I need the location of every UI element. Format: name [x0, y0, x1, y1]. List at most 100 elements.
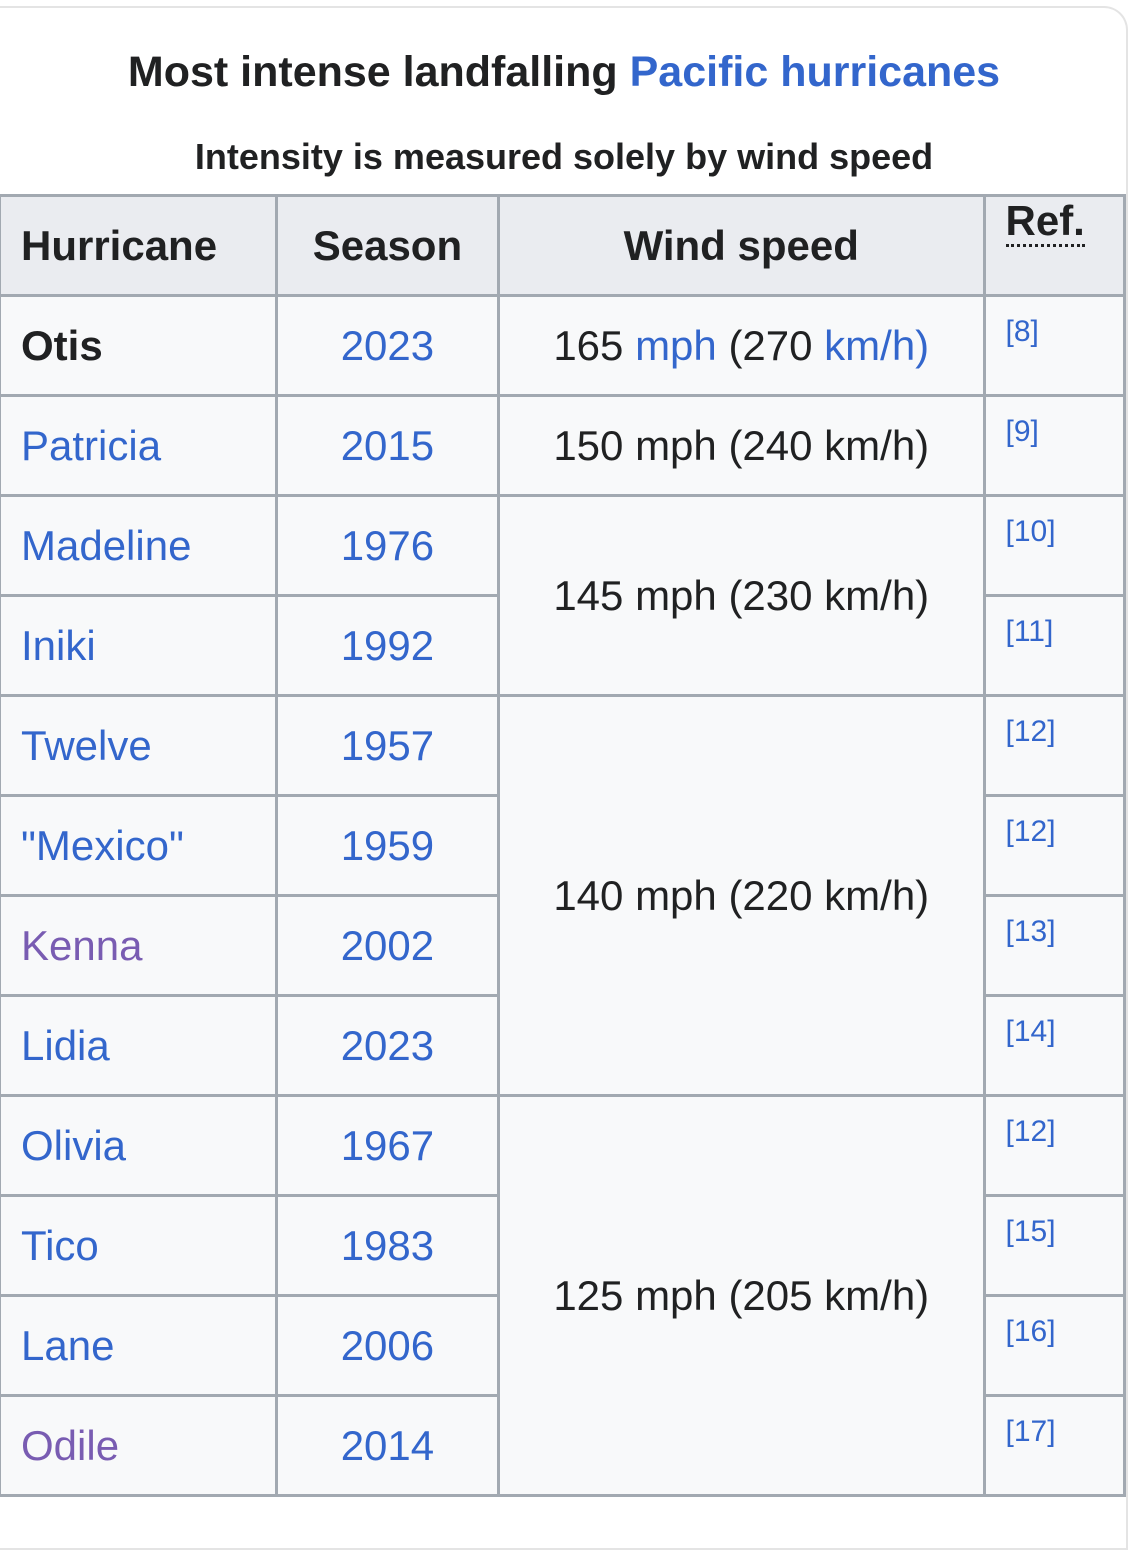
wind-part: km/h): [824, 421, 930, 469]
wind-cell: 125 mph (205 km/h): [496, 1094, 986, 1497]
ref-cell: [10]: [982, 494, 1126, 597]
table-row: "Mexico" 1959 [12]: [0, 794, 1126, 897]
wind-part: km/h): [824, 571, 930, 619]
season[interactable]: 1967: [340, 1121, 435, 1169]
season[interactable]: 2023: [340, 1021, 435, 1069]
wind-part: 145: [553, 571, 624, 619]
table-row: Madeline 1976 145 mph (230 km/h) [10]: [0, 494, 1126, 697]
header-text: Wind speed: [623, 221, 859, 269]
hurricane-name[interactable]: Olivia: [21, 1121, 127, 1169]
hurricane-name[interactable]: Madeline: [21, 521, 192, 569]
column-header: Hurricane: [0, 194, 278, 297]
wind-cell: 165 mph (270 km/h): [496, 294, 986, 397]
season[interactable]: 2002: [340, 921, 435, 969]
season[interactable]: 1957: [340, 721, 435, 769]
table-row: Kenna 2002 [13]: [0, 894, 1126, 997]
header-row: Hurricane Season Wind speed Ref.: [0, 194, 1126, 297]
table-row: Iniki 1992 [11]: [0, 594, 1126, 697]
season-cell: 1976: [274, 494, 500, 597]
wind-part: 165: [553, 321, 624, 369]
header-text: Season: [312, 221, 463, 269]
header-text[interactable]: Ref.: [1005, 197, 1085, 247]
season-cell: 1967: [274, 1094, 500, 1197]
ref-cell: [13]: [982, 894, 1126, 997]
hurricane-name[interactable]: Patricia: [21, 421, 162, 469]
wind-part: 125: [553, 1271, 624, 1319]
ref-cell: [17]: [982, 1394, 1126, 1497]
reference[interactable]: [11]: [1005, 615, 1054, 648]
wind-cell: 140 mph (220 km/h): [496, 694, 986, 1097]
season-cell: 2015: [274, 394, 500, 497]
column-header: Wind speed: [496, 194, 986, 297]
hurricane-name[interactable]: Tico: [21, 1221, 99, 1269]
wind-part: 150: [553, 421, 624, 469]
ref-cell: [15]: [982, 1194, 1126, 1297]
season-cell: 1992: [274, 594, 500, 697]
wind-part: mph: [635, 571, 717, 619]
name-cell: Lane: [0, 1294, 278, 1397]
season[interactable]: 2006: [340, 1321, 435, 1369]
name-cell: Madeline: [0, 494, 278, 597]
season[interactable]: 1983: [340, 1221, 435, 1269]
season-cell: 2023: [274, 294, 500, 397]
season[interactable]: 1976: [340, 521, 435, 569]
wind-part[interactable]: mph: [635, 321, 717, 369]
season[interactable]: 2023: [340, 321, 435, 369]
name-cell: "Mexico": [0, 794, 278, 897]
name-cell: Kenna: [0, 894, 278, 997]
ref-cell: [16]: [982, 1294, 1126, 1397]
hurricane-name[interactable]: Twelve: [21, 721, 152, 769]
wind-part[interactable]: km/h): [824, 321, 930, 369]
season-cell: 2006: [274, 1294, 500, 1397]
wind-part: (230: [728, 571, 813, 619]
table-row: Lane 2006 [16]: [0, 1294, 1126, 1397]
table-row: Lidia 2023 [14]: [0, 994, 1126, 1097]
hurricane-name[interactable]: "Mexico": [21, 821, 184, 869]
table-row: Tico 1983 [15]: [0, 1194, 1126, 1297]
reference[interactable]: [13]: [1005, 915, 1056, 948]
hurricane-name[interactable]: Lidia: [21, 1021, 110, 1069]
column-header: Ref.: [982, 194, 1126, 297]
name-cell: Patricia: [0, 394, 278, 497]
wind-part: (270: [728, 321, 813, 369]
name-cell: Tico: [0, 1194, 278, 1297]
name-cell: Twelve: [0, 694, 278, 797]
table-row: Olivia 1967 125 mph (205 km/h) [12]: [0, 1094, 1126, 1497]
table-row: Odile 2014 [17]: [0, 1394, 1126, 1497]
reference[interactable]: [8]: [1005, 315, 1039, 348]
hurricane-name[interactable]: Odile: [21, 1421, 120, 1469]
reference[interactable]: [12]: [1005, 715, 1056, 748]
hurricane-name[interactable]: Iniki: [21, 621, 96, 669]
season[interactable]: 1992: [340, 621, 435, 669]
hurricane-name: Otis: [21, 321, 103, 369]
season-cell: 1959: [274, 794, 500, 897]
reference[interactable]: [15]: [1005, 1215, 1056, 1248]
wind-part: km/h): [824, 1271, 930, 1319]
season-cell: 2014: [274, 1394, 500, 1497]
reference[interactable]: [10]: [1005, 515, 1056, 548]
wind-part: (220: [728, 871, 813, 919]
wind-cell: 145 mph (230 km/h): [496, 494, 986, 697]
wind-part: mph: [635, 871, 717, 919]
hurricane-name[interactable]: Kenna: [21, 921, 143, 969]
wind-part: 140: [553, 871, 624, 919]
reference[interactable]: [14]: [1005, 1015, 1056, 1048]
reference[interactable]: [16]: [1005, 1315, 1056, 1348]
ref-cell: [8]: [982, 294, 1126, 397]
season[interactable]: 1959: [340, 821, 435, 869]
wind-part: mph: [635, 421, 717, 469]
title-link[interactable]: Pacific hurricanes: [629, 48, 1001, 96]
ref-cell: [12]: [982, 794, 1126, 897]
season[interactable]: 2014: [340, 1421, 435, 1469]
column-header: Season: [274, 194, 500, 297]
reference[interactable]: [12]: [1005, 815, 1056, 848]
season-cell: 1957: [274, 694, 500, 797]
reference[interactable]: [17]: [1005, 1415, 1056, 1448]
reference[interactable]: [9]: [1005, 415, 1039, 448]
reference[interactable]: [12]: [1005, 1115, 1056, 1148]
season-cell: 2023: [274, 994, 500, 1097]
hurricane-name[interactable]: Lane: [21, 1321, 115, 1369]
season[interactable]: 2015: [340, 421, 435, 469]
ref-cell: [12]: [982, 694, 1126, 797]
season-cell: 2002: [274, 894, 500, 997]
